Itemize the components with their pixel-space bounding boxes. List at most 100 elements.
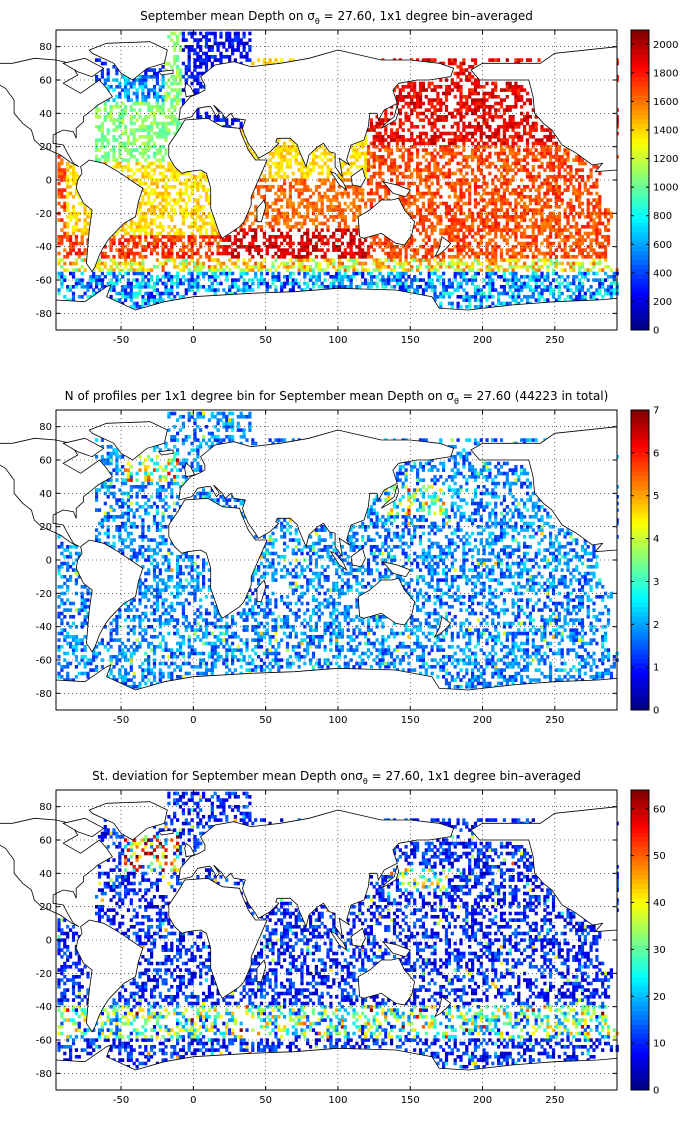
data-cell — [401, 98, 405, 102]
data-cell — [546, 145, 550, 149]
data-cell — [222, 261, 226, 266]
data-cell — [514, 121, 518, 126]
data-cell — [390, 171, 394, 176]
data-cell — [499, 231, 504, 236]
data-cell — [103, 155, 107, 159]
data-cell — [531, 268, 535, 272]
data-cell — [595, 205, 599, 209]
data-cell — [372, 238, 376, 242]
data-cell — [132, 235, 136, 239]
data-cell — [277, 148, 281, 152]
data-cell — [335, 198, 339, 202]
data-cell — [479, 158, 483, 162]
data-cell — [387, 251, 391, 256]
data-cell — [132, 108, 136, 112]
data-cell — [387, 188, 391, 192]
data-cell — [407, 181, 411, 186]
data-cell — [112, 135, 116, 139]
data-cell — [534, 155, 538, 159]
data-cell — [511, 91, 515, 96]
data-cell — [355, 261, 359, 266]
data-cell — [447, 185, 451, 189]
data-cell — [173, 178, 177, 182]
data-cell — [413, 108, 417, 112]
data-cell — [540, 145, 544, 149]
data-cell — [158, 165, 162, 169]
data-cell — [499, 98, 504, 102]
data-cell — [450, 261, 454, 266]
data-cell — [557, 241, 561, 246]
data-cell — [332, 188, 336, 192]
data-cell — [274, 251, 278, 256]
data-cell — [563, 251, 567, 256]
data-cell — [424, 248, 428, 252]
data-cell — [563, 215, 567, 219]
data-cell — [462, 191, 466, 196]
data-cell — [245, 271, 249, 276]
data-cell — [129, 221, 133, 226]
data-cell — [557, 285, 561, 289]
data-cell — [465, 225, 469, 229]
data-cell — [144, 285, 148, 289]
data-cell — [126, 271, 130, 276]
data-cell — [187, 248, 191, 252]
data-cell — [557, 228, 561, 232]
data-cell — [520, 211, 524, 216]
data-cell — [520, 95, 524, 99]
data-cell — [499, 151, 504, 156]
data-cell — [433, 271, 437, 276]
data-cell — [413, 141, 417, 146]
data-cell — [398, 251, 402, 256]
data-cell — [514, 191, 518, 196]
data-cell — [358, 205, 362, 209]
data-cell — [456, 305, 460, 309]
data-cell — [248, 258, 252, 262]
data-cell — [66, 251, 70, 256]
data-cell — [485, 211, 489, 216]
data-cell — [586, 251, 590, 256]
data-cell — [112, 118, 116, 122]
data-cell — [517, 135, 521, 139]
data-cell — [187, 211, 191, 216]
data-cell — [505, 178, 509, 182]
data-cell — [352, 265, 356, 269]
data-cell — [202, 261, 206, 266]
data-cell — [433, 108, 437, 112]
data-cell — [164, 128, 168, 132]
data-cell — [332, 248, 336, 252]
data-cell — [100, 131, 104, 136]
data-cell — [436, 101, 440, 106]
data-cell — [479, 301, 483, 306]
data-cell — [343, 215, 347, 219]
data-cell — [436, 245, 440, 249]
data-cell — [283, 158, 287, 162]
data-cell — [346, 268, 350, 272]
data-cell — [288, 151, 292, 156]
data-cell — [543, 191, 547, 196]
data-cell — [485, 248, 489, 252]
data-cell — [199, 271, 203, 276]
data-cell — [288, 228, 292, 232]
data-cell — [152, 95, 157, 99]
data-cell — [352, 238, 356, 242]
data-cell — [418, 175, 423, 179]
data-cell — [352, 228, 356, 232]
data-cell — [378, 158, 382, 162]
data-cell — [517, 215, 521, 219]
data-cell — [245, 261, 249, 266]
data-cell — [158, 131, 162, 136]
data-cell — [494, 205, 498, 209]
data-cell — [196, 185, 200, 189]
data-cell — [242, 231, 246, 236]
data-cell — [580, 178, 585, 182]
data-cell — [479, 218, 483, 222]
data-cell — [144, 228, 148, 232]
data-cell — [407, 191, 411, 196]
data-cell — [225, 238, 229, 242]
data-cell — [283, 238, 287, 242]
data-cell — [525, 268, 530, 272]
data-cell — [433, 241, 437, 246]
data-cell — [233, 238, 237, 242]
data-cell — [381, 265, 385, 269]
data-cell — [231, 285, 235, 289]
